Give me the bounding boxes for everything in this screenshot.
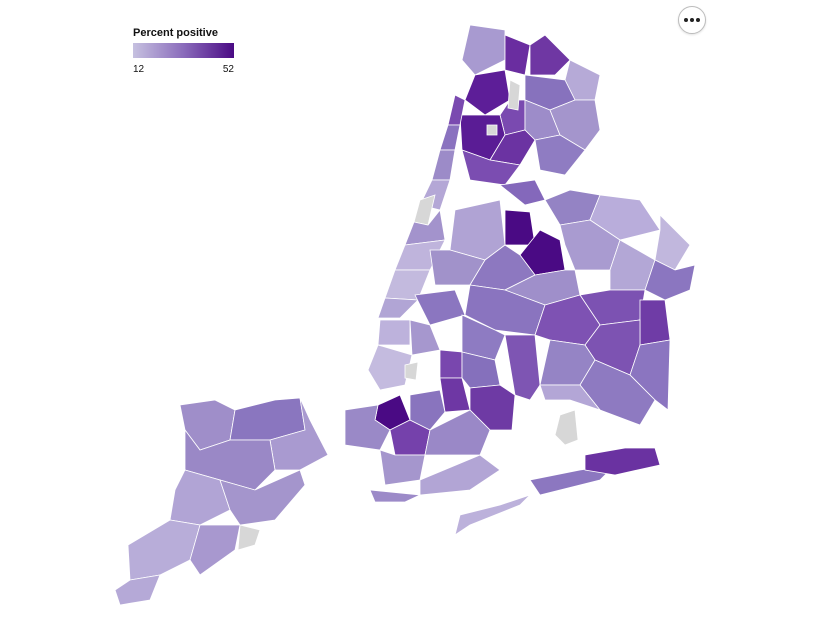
legend-ticks: 12 52 [133, 63, 234, 75]
map-region [404, 361, 419, 381]
map-region [377, 297, 419, 319]
map-region [639, 299, 671, 346]
map-region [377, 319, 411, 346]
more-options-button[interactable] [678, 6, 706, 34]
map-region [237, 524, 261, 551]
map-region [554, 409, 579, 446]
map-region [431, 149, 456, 181]
map-region [489, 129, 536, 166]
map-region [454, 494, 531, 536]
map-region [464, 69, 511, 116]
queens [429, 179, 696, 536]
map-region [461, 314, 506, 361]
map-region [369, 489, 422, 503]
map-region [486, 124, 498, 136]
map-region [507, 79, 521, 111]
map-region [127, 519, 201, 581]
map-region [424, 409, 491, 456]
map-region [189, 524, 241, 576]
map-region [534, 134, 586, 176]
map-region [439, 349, 463, 379]
map-region [461, 149, 521, 186]
ellipsis-icon [684, 18, 700, 22]
map-region [114, 574, 161, 606]
map-region [439, 124, 461, 151]
map-legend: Percent positive 12 52 [133, 26, 243, 75]
map-region [419, 454, 501, 496]
manhattan [377, 94, 466, 319]
map-region [461, 24, 506, 76]
map-region [584, 447, 661, 476]
map-region [529, 34, 571, 76]
legend-title: Percent positive [133, 27, 218, 39]
bronx [459, 24, 601, 186]
brooklyn [344, 289, 516, 503]
map-region [367, 344, 413, 391]
map-region [409, 319, 441, 356]
map-region [379, 449, 426, 486]
map-region [499, 179, 546, 206]
map-region [654, 214, 691, 271]
staten-island [114, 397, 329, 606]
legend-min-label: 12 [133, 64, 145, 75]
map-region [409, 389, 446, 431]
map-region [504, 334, 541, 401]
map-region [504, 209, 536, 246]
map-region [414, 289, 466, 326]
map-region [539, 384, 602, 411]
map-region [439, 377, 471, 413]
legend-color-ramp [133, 43, 234, 58]
map-region [589, 194, 661, 241]
map-region [219, 469, 306, 526]
map-region [404, 209, 446, 246]
map-region [269, 397, 329, 471]
map-region [504, 34, 531, 76]
map-region [629, 339, 671, 411]
legend-max-label: 52 [222, 64, 234, 75]
